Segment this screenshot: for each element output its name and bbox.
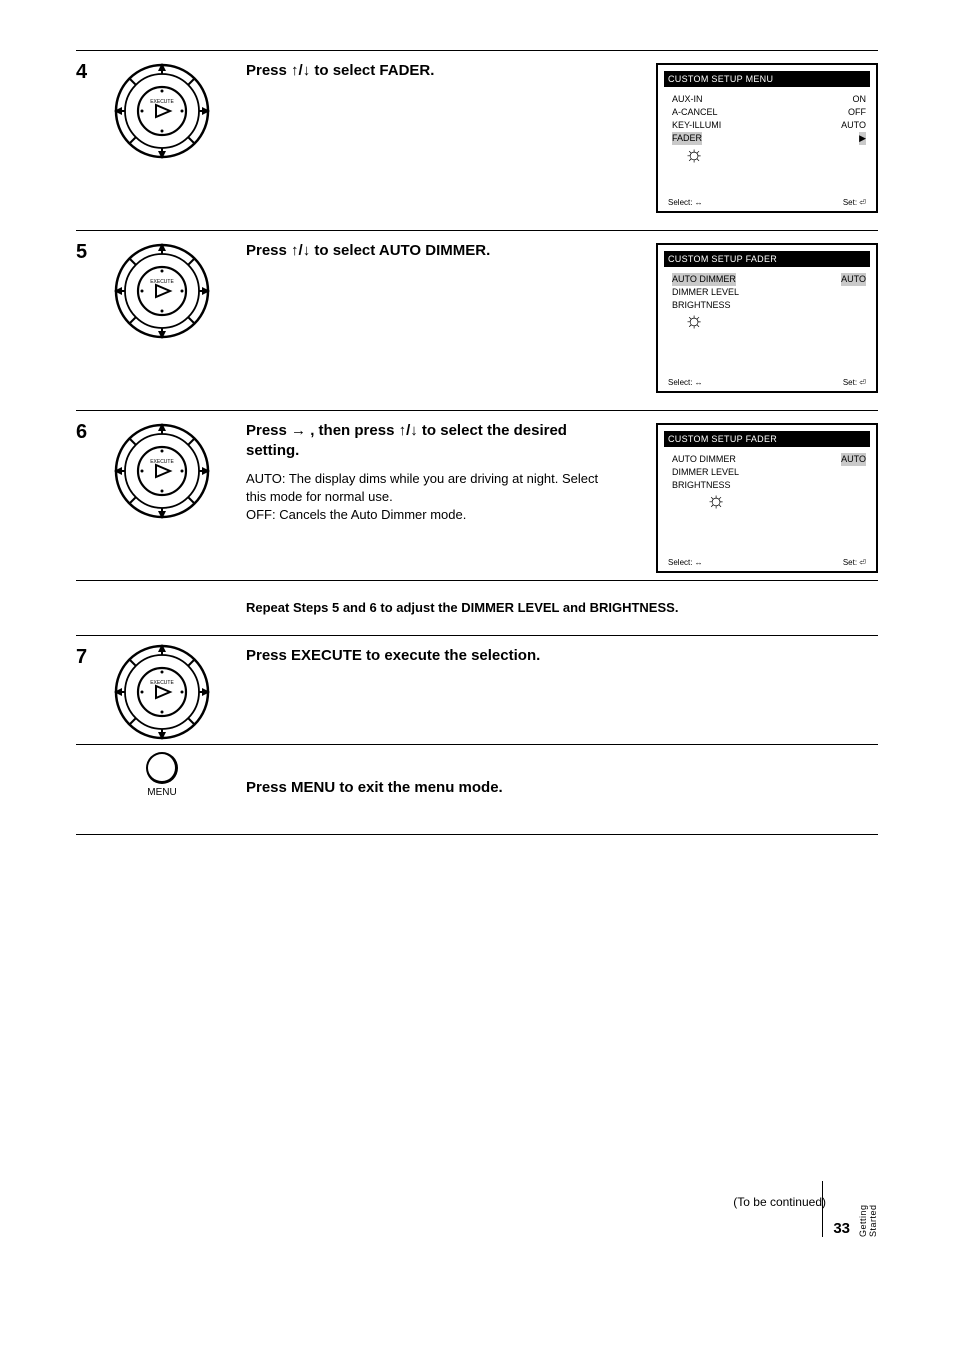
- page-number: 33: [833, 1220, 850, 1237]
- updown-arrow-icon: ↑/↓: [291, 62, 310, 79]
- dial-control-icon: EXECUTE: [112, 241, 212, 341]
- step-6-text-pre: Press: [246, 422, 291, 439]
- page-footer: (To be continued) 33 Getting Started: [76, 1195, 878, 1235]
- svg-text:EXECUTE: EXECUTE: [150, 680, 174, 686]
- step-6: 6 EXECUTE Pres: [76, 410, 878, 580]
- step-5: 5 EXECUTE Pres: [76, 230, 878, 410]
- sun-icon: ☼: [684, 307, 704, 333]
- step-7-line2: Press MENU to exit the menu mode.: [246, 778, 618, 798]
- step-6-note: AUTO: The display dims while you are dri…: [246, 470, 618, 525]
- screen-preview-5: CUSTOM SETUP FADER AUTO DIMMERAUTO DIMME…: [656, 243, 878, 393]
- step-number: 7: [76, 646, 87, 669]
- screen-preview-6: CUSTOM SETUP FADER AUTO DIMMERAUTO DIMME…: [656, 423, 878, 573]
- step-7-instruction-2: Press MENU to exit the menu mode.: [246, 666, 618, 798]
- hint-select: Select: ↔: [668, 378, 703, 387]
- svg-text:EXECUTE: EXECUTE: [150, 279, 174, 285]
- step-6-text-mid1: , then press: [310, 422, 398, 439]
- repeat-note: Repeat Steps 5 and 6 to adjust the DIMME…: [76, 581, 878, 635]
- continued-label: (To be continued): [76, 1195, 878, 1209]
- svg-text:EXECUTE: EXECUTE: [150, 459, 174, 465]
- hint-select: Select: ↔: [668, 198, 703, 207]
- step-7: 7 EXECUTE MENU: [76, 635, 878, 835]
- page-number-box: 33 Getting Started: [822, 1181, 878, 1237]
- dial-control-icon: EXECUTE: [112, 61, 212, 161]
- step-4-text-post: to select FADER.: [314, 62, 434, 79]
- step-6-instruction: Press → , then press ↑/↓ to select the d…: [246, 421, 618, 524]
- updown-arrow-icon: ↑/↓: [291, 242, 310, 259]
- inner-divider: [76, 744, 878, 745]
- step-5-text-pre: Press: [246, 242, 291, 259]
- step-number: 4: [76, 61, 87, 84]
- step-number: 5: [76, 241, 87, 264]
- step-5-instruction: Press ↑/↓ to select AUTO DIMMER.: [246, 241, 618, 261]
- sun-icon: ☼: [684, 141, 704, 167]
- dial-control-icon: EXECUTE: [112, 421, 212, 521]
- step-7-instruction: Press EXECUTE to execute the selection.: [246, 646, 618, 666]
- hint-set: Set: ⏎: [843, 378, 866, 387]
- screen-title: CUSTOM SETUP FADER: [664, 251, 870, 267]
- step-5-text-post: to select AUTO DIMMER.: [314, 242, 490, 259]
- screen-title: CUSTOM SETUP FADER: [664, 431, 870, 447]
- sun-icon: ☼: [706, 487, 726, 513]
- svg-text:EXECUTE: EXECUTE: [150, 99, 174, 105]
- section-label: Getting Started: [858, 1181, 878, 1237]
- menu-button-icon: MENU: [136, 752, 188, 798]
- updown-arrow-icon: ↑/↓: [399, 422, 418, 439]
- step-7-line1: Press EXECUTE to execute the selection.: [246, 646, 618, 666]
- right-arrow-icon: →: [291, 422, 306, 439]
- hint-set: Set: ⏎: [843, 558, 866, 567]
- screen-preview-4: CUSTOM SETUP MENU AUX-INON A-CANCELOFF K…: [656, 63, 878, 213]
- step-4-text-pre: Press: [246, 62, 291, 79]
- hint-set: Set: ⏎: [843, 198, 866, 207]
- step-4-instruction: Press ↑/↓ to select FADER.: [246, 61, 618, 81]
- step-number: 6: [76, 421, 87, 444]
- hint-select: Select: ↔: [668, 558, 703, 567]
- dial-control-icon: EXECUTE: [112, 642, 212, 742]
- screen-title: CUSTOM SETUP MENU: [664, 71, 870, 87]
- manual-page: 4: [0, 0, 954, 1275]
- step-4: 4: [76, 50, 878, 230]
